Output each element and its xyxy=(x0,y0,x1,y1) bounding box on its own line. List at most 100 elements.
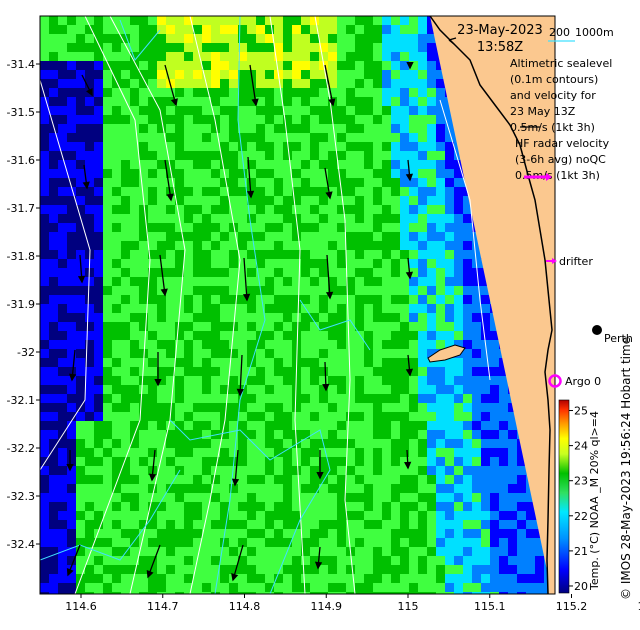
sst-cell xyxy=(445,115,455,125)
sst-cell xyxy=(139,43,149,53)
sst-cell xyxy=(49,277,59,287)
sst-cell xyxy=(238,547,248,557)
sst-cell xyxy=(355,151,365,161)
sst-cell xyxy=(445,331,455,341)
sst-cell xyxy=(121,79,131,89)
sst-cell xyxy=(274,538,284,548)
sst-cell xyxy=(112,421,122,431)
sst-cell xyxy=(211,385,221,395)
sst-cell xyxy=(283,565,293,575)
sst-cell xyxy=(40,34,50,44)
sst-cell xyxy=(166,511,176,521)
sst-cell xyxy=(67,187,77,197)
sst-cell xyxy=(175,583,185,593)
sst-cell xyxy=(166,232,176,242)
sst-cell xyxy=(301,376,311,386)
sst-cell xyxy=(274,52,284,62)
sst-cell xyxy=(445,142,455,152)
sst-cell xyxy=(400,223,410,233)
sst-cell xyxy=(481,403,491,413)
sst-cell xyxy=(256,205,266,215)
sst-cell xyxy=(103,448,113,458)
sst-cell xyxy=(121,259,131,269)
sst-cell xyxy=(463,403,473,413)
sst-cell xyxy=(373,250,383,260)
sst-cell xyxy=(292,151,302,161)
sst-cell xyxy=(265,277,275,287)
velocity-arrow xyxy=(246,156,255,199)
sst-cell xyxy=(382,511,392,521)
sst-cell xyxy=(427,322,437,332)
sst-cell xyxy=(76,376,86,386)
sst-cell xyxy=(67,151,77,161)
sst-cell xyxy=(391,457,401,467)
sst-cell xyxy=(193,115,203,125)
sst-cell xyxy=(274,223,284,233)
sst-cell xyxy=(337,25,347,35)
sst-cell xyxy=(103,475,113,485)
sst-cell xyxy=(247,385,257,395)
sst-cell xyxy=(427,493,437,503)
sst-cell xyxy=(391,376,401,386)
sst-cell xyxy=(40,502,50,512)
sst-cell xyxy=(130,349,140,359)
sst-cell xyxy=(319,502,329,512)
sealevel-contour xyxy=(439,99,491,381)
sst-cell xyxy=(283,511,293,521)
sst-cell xyxy=(157,106,167,116)
sst-cell xyxy=(274,241,284,251)
sst-cell xyxy=(382,79,392,89)
sst-cell xyxy=(364,583,374,593)
sst-cell xyxy=(58,106,68,116)
sst-cell xyxy=(211,124,221,134)
sst-cell xyxy=(139,421,149,431)
sst-cell xyxy=(328,106,338,116)
sst-cell xyxy=(310,538,320,548)
sst-cell xyxy=(301,34,311,44)
sst-cell xyxy=(139,151,149,161)
sst-cell xyxy=(436,88,446,98)
sst-cell xyxy=(472,241,482,251)
sst-cell xyxy=(265,232,275,242)
sst-cell xyxy=(481,421,491,431)
sst-cell xyxy=(139,124,149,134)
sst-cell xyxy=(211,205,221,215)
sst-cell xyxy=(337,106,347,116)
sst-cell xyxy=(427,556,437,566)
x-tick-label: 115 xyxy=(398,600,419,613)
sst-cell xyxy=(148,277,158,287)
sst-cell xyxy=(472,430,482,440)
sst-cell xyxy=(256,52,266,62)
sst-cell xyxy=(310,16,320,26)
sst-cell xyxy=(139,106,149,116)
sst-cell xyxy=(391,43,401,53)
sst-cell xyxy=(409,52,419,62)
sst-cell xyxy=(445,223,455,233)
sst-cell xyxy=(175,457,185,467)
sst-cell xyxy=(310,574,320,584)
sst-cell xyxy=(364,151,374,161)
sst-cell xyxy=(337,142,347,152)
sst-cell xyxy=(382,313,392,323)
sst-cell xyxy=(184,34,194,44)
sst-cell xyxy=(121,376,131,386)
sst-cell xyxy=(436,592,446,594)
sst-cell xyxy=(364,565,374,575)
sst-cell xyxy=(319,232,329,242)
sst-cell xyxy=(211,484,221,494)
sst-cell xyxy=(85,394,95,404)
sst-cell xyxy=(247,394,257,404)
sst-cell xyxy=(328,304,338,314)
sst-cell xyxy=(85,79,95,89)
sst-cell xyxy=(310,583,320,593)
sst-cell xyxy=(337,385,347,395)
sst-cell xyxy=(463,376,473,386)
sst-cell xyxy=(238,403,248,413)
sst-cell xyxy=(409,367,419,377)
sst-cell xyxy=(67,142,77,152)
sst-cell xyxy=(301,385,311,395)
sst-cell xyxy=(238,196,248,206)
sst-cell xyxy=(94,124,104,134)
sst-cell xyxy=(346,475,356,485)
sst-cell xyxy=(355,376,365,386)
